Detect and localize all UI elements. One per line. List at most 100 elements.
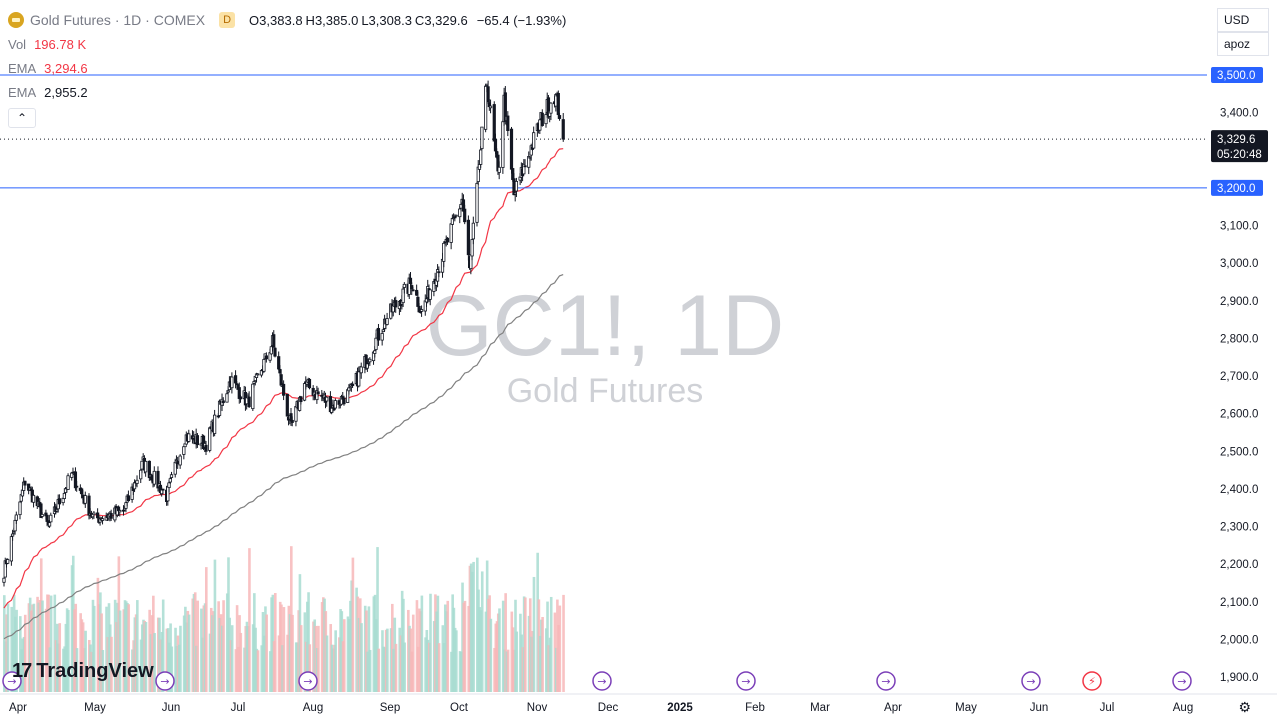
candle-body	[374, 337, 378, 350]
event-marker[interactable]: →	[876, 671, 896, 691]
event-marker[interactable]: →	[1021, 671, 1041, 691]
scale-mode-button[interactable]: apoz	[1217, 32, 1269, 56]
candle-body	[6, 559, 10, 564]
volume-bar	[376, 547, 379, 692]
event-marker[interactable]: →	[1172, 671, 1192, 691]
event-marker[interactable]: ⚡	[1082, 671, 1102, 691]
indicator-ema-slow[interactable]: EMA 2,955.2	[8, 80, 566, 104]
candle-body	[161, 488, 165, 491]
symbol-row: Gold Futures · 1D · COMEX D O 3,383.8 H 3,…	[8, 8, 566, 32]
event-marker[interactable]: →	[298, 671, 318, 691]
event-marker[interactable]: →	[592, 671, 612, 691]
volume-bar	[325, 635, 329, 692]
indicator-value: 196.78 K	[34, 36, 87, 52]
volume-bar	[101, 650, 105, 692]
candle-body	[342, 397, 346, 405]
low-label: L	[361, 12, 369, 28]
candle-body	[247, 396, 251, 408]
high-value: 3,385.0	[314, 12, 359, 28]
price-axis[interactable]: 1,900.0 2,000.0 2,100.0 2,200.0 2,300.0 2,400…	[1207, 0, 1277, 722]
candle-body	[213, 414, 217, 434]
arrow-glyph: →	[1026, 675, 1035, 688]
volume-bar	[549, 596, 553, 692]
candle-body	[503, 92, 507, 122]
price-tick-label: 3,400.0	[1220, 108, 1258, 120]
time-axis[interactable]: Apr May Jun Jul Aug Sep Oct Nov Dec 2025 Feb Mar Apr…	[0, 693, 1277, 714]
arrow-glyph: →	[7, 675, 16, 688]
candle-body	[561, 119, 565, 140]
volume-bar	[480, 571, 484, 692]
candle-body	[199, 443, 203, 446]
volume-bar	[394, 643, 398, 692]
volume-bar	[498, 608, 501, 692]
candle-body	[168, 478, 172, 483]
candle-body	[463, 208, 467, 223]
volume-bar	[562, 594, 565, 692]
volume-bar	[213, 559, 217, 692]
candles	[2, 80, 565, 587]
volume-bar	[118, 610, 122, 692]
candle-body	[486, 86, 490, 103]
candle-body	[401, 288, 405, 304]
price-tick-label: 1,900.0	[1220, 672, 1258, 684]
candle-body	[152, 470, 156, 485]
arrow-right-icon	[592, 671, 612, 691]
candle-body	[178, 455, 182, 466]
candle-body	[233, 375, 238, 384]
candle-body	[509, 128, 514, 170]
price-tick-label: 2,400.0	[1220, 484, 1258, 496]
volume-bar	[153, 633, 156, 692]
candle-body	[11, 533, 15, 537]
tradingview-logo[interactable]: 17 TradingView	[12, 660, 154, 683]
indicator-value: 3,294.6	[44, 60, 88, 76]
volume-bar	[15, 609, 18, 692]
candle-body	[501, 121, 505, 168]
settings-icon[interactable]: ⚙	[1238, 699, 1251, 715]
candle-body	[75, 485, 79, 488]
interval-badge: D	[219, 12, 236, 28]
symbol-title[interactable]: Gold Futures · 1D · COMEX	[30, 12, 206, 28]
hline-price-tag[interactable]	[1211, 67, 1263, 83]
candle-body	[135, 479, 139, 484]
time-tick-label: Oct	[450, 702, 469, 714]
flash-icon	[1082, 671, 1102, 691]
hline-price-tag[interactable]	[1211, 179, 1263, 196]
event-markers[interactable]: → → → → → → → ⚡ →	[2, 671, 1192, 691]
time-tick-label: 2025	[667, 702, 693, 714]
candle-body	[49, 514, 53, 523]
volume-bar	[367, 606, 371, 692]
candle-body	[195, 435, 199, 446]
candle-body	[449, 223, 453, 243]
volume-bar	[455, 630, 458, 692]
candle-body	[385, 318, 389, 325]
arrow-glyph: →	[881, 675, 890, 688]
indicator-vol[interactable]: Vol 196.78 K	[8, 32, 566, 56]
last-price-tag	[1211, 130, 1268, 163]
volume-bar	[74, 603, 78, 692]
indicator-ema-fast[interactable]: EMA 3,294.6	[8, 56, 566, 80]
currency-button[interactable]: USD	[1217, 8, 1269, 32]
candle-body	[475, 182, 479, 223]
collapse-legend-button[interactable]: ⌃	[8, 108, 36, 128]
event-marker[interactable]: →	[2, 671, 22, 691]
time-tick-label: Dec	[598, 702, 619, 714]
price-tick-label: 2,700.0	[1220, 371, 1258, 383]
candle-body	[493, 138, 498, 152]
volume-bar	[41, 600, 44, 692]
volume-bar	[92, 605, 96, 692]
candle-body	[411, 289, 415, 292]
volume-bar	[187, 614, 191, 692]
candle-body	[225, 393, 229, 403]
candle-body	[408, 277, 413, 284]
hline-price-label: 3,200.0	[1217, 183, 1255, 195]
candle-body	[290, 419, 294, 423]
low-value: 3,308.3	[368, 12, 412, 28]
time-tick-label: May	[84, 702, 106, 714]
event-marker[interactable]: →	[155, 671, 175, 691]
event-marker[interactable]: →	[736, 671, 756, 691]
horizontal-lines[interactable]	[0, 74, 1207, 189]
candle-body	[549, 102, 553, 114]
candle-body	[514, 180, 519, 192]
volume-bar	[463, 600, 467, 692]
